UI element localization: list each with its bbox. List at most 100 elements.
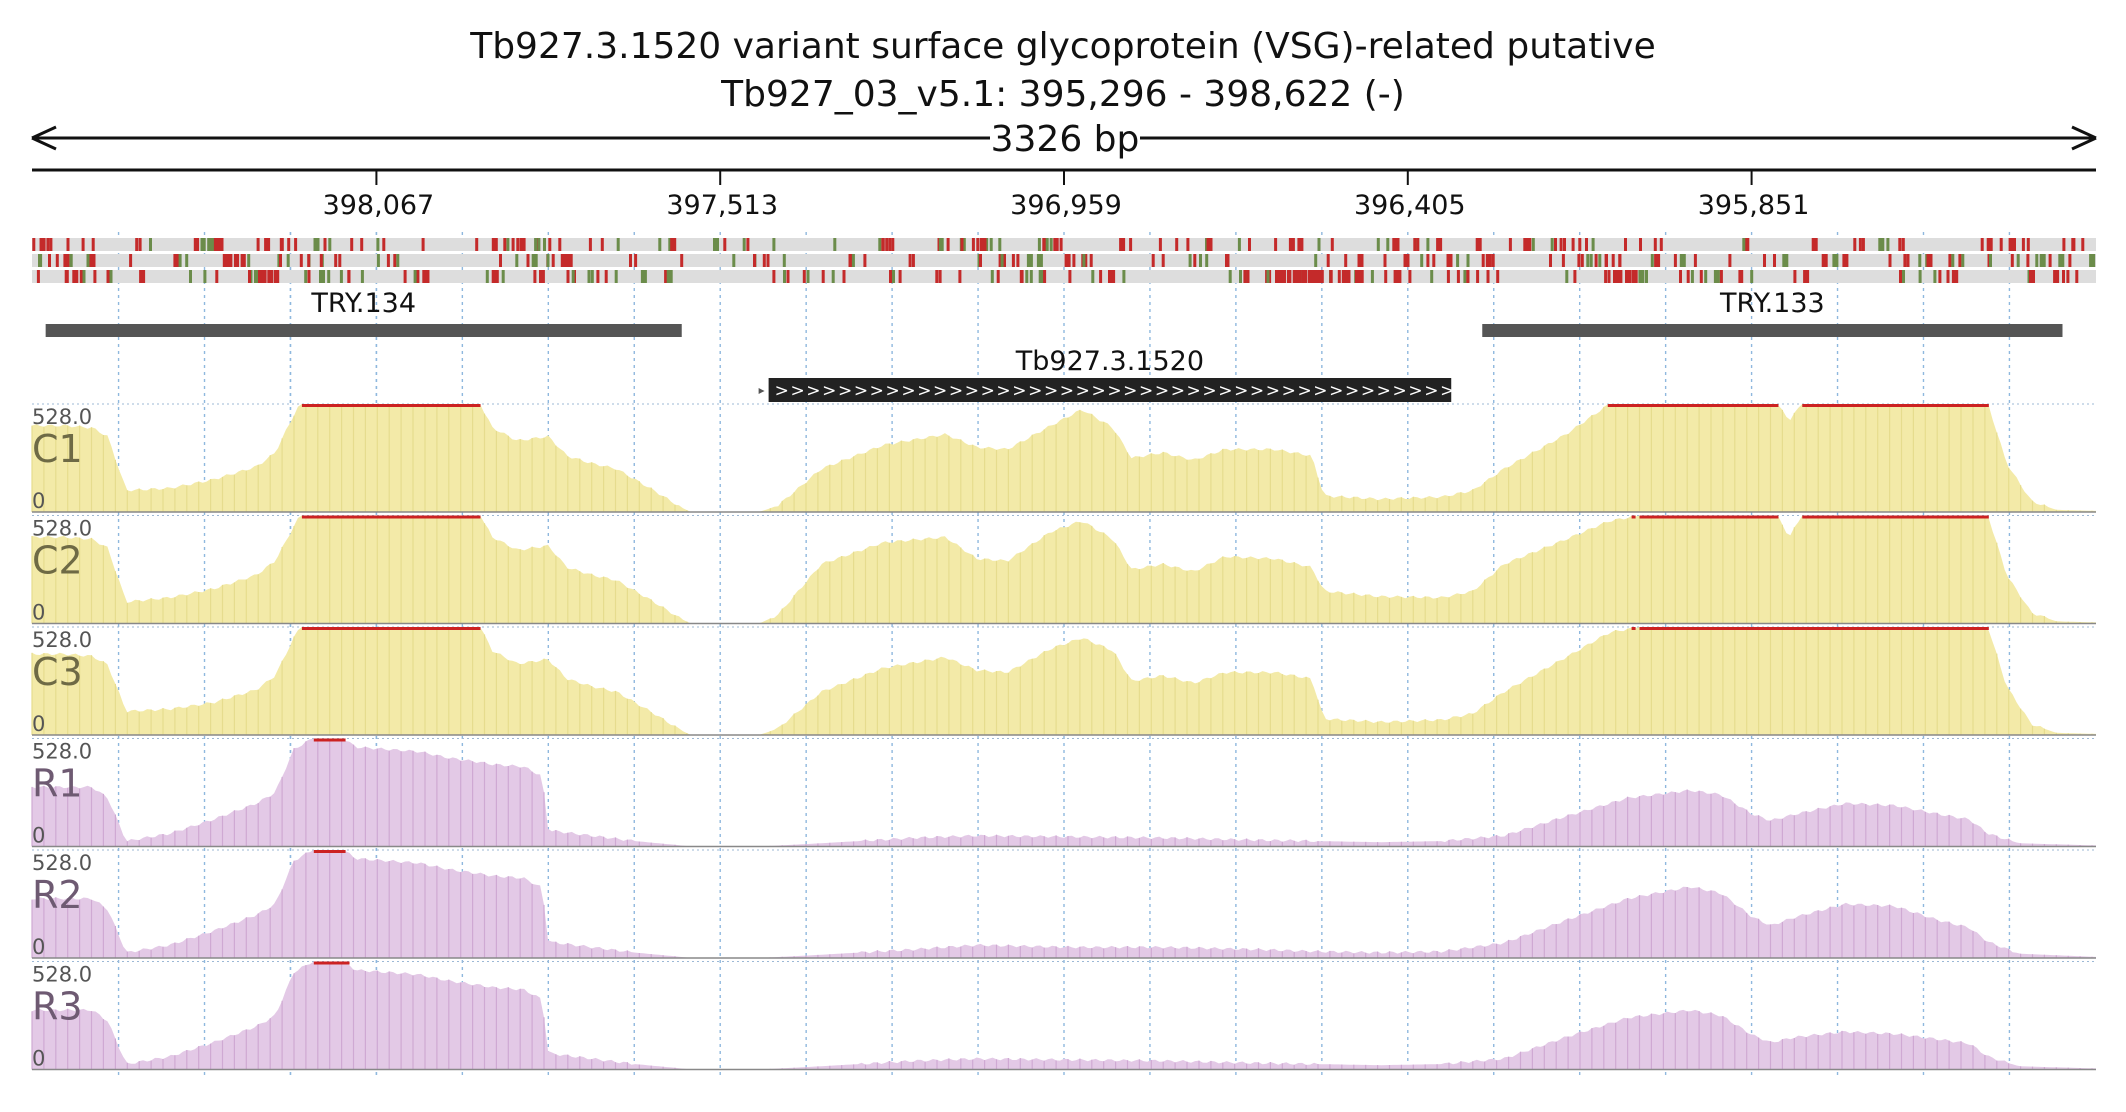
variant-mark [1426,238,1430,251]
variant-mark [2053,270,2060,283]
variant-mark [1278,270,1282,283]
track-c3: 528.0 0 C3 [31,626,2096,736]
variant-mark [1611,254,1615,267]
span-arrow-left-icon [31,125,57,151]
track-min-label: 0 [32,489,45,513]
variant-mark [1742,238,1746,251]
variant-mark [1344,270,1348,283]
variant-mark [746,238,750,251]
variant-mark [313,238,320,251]
variant-mark [571,270,575,283]
variant-mark [782,254,786,267]
variant-mark [1466,270,1470,283]
variant-mark [1508,238,1512,251]
variant-mark [139,270,146,283]
variant-mark [2029,270,2035,283]
track-name: C1 [32,427,83,471]
variant-mark [821,270,825,283]
variant-mark [1287,270,1290,283]
variant-mark [2072,238,2076,251]
variant-mark [1573,270,1577,283]
variant-mark [1384,270,1388,283]
variant-mark [515,254,519,267]
feature-label: TRY.133 [1719,288,1825,319]
variant-row [32,270,2096,283]
variant-mark [1743,238,1750,251]
variant-mark [46,238,50,251]
variant-mark [1728,254,1732,267]
variant-mark [670,238,677,251]
variant-mark [69,254,73,267]
variant-mark [971,238,975,251]
variant-mark [1486,270,1490,283]
variant-mark [1275,270,1278,283]
variant-mark [940,238,944,251]
variant-mark [1308,270,1311,283]
variant-mark [802,270,806,283]
variant-mark [881,238,885,251]
variant-mark [74,270,78,283]
variant-mark [1475,238,1482,251]
variant-mark [891,238,895,251]
variant-mark [240,254,244,267]
variant-mark [1561,254,1565,267]
variant-mark [1413,238,1417,251]
variant-mark [1571,238,1575,251]
variant-mark [564,254,571,267]
variant-mark [2066,270,2070,283]
variant-mark [1016,254,1020,267]
variant-mark [1310,270,1314,283]
variant-mark [1188,254,1192,267]
variant-mark [1861,238,1865,251]
variant-mark [1274,238,1278,251]
variant-mark [193,238,197,251]
variant-mark [1598,254,1602,267]
variant-mark [1446,254,1453,267]
variant-mark [1082,254,1086,267]
feature-bar[interactable] [1482,324,2063,337]
variant-mark [189,270,192,283]
variant-mark [1491,254,1495,267]
variant-mark [1316,270,1320,283]
variant-mark [304,270,308,283]
variant-mark [1393,270,1400,283]
variant-mark [558,238,562,251]
variant-mark [2010,254,2014,267]
variant-mark [1811,238,1818,251]
variant-mark [416,270,420,283]
variant-mark [1773,254,1776,267]
variant-mark [551,254,555,267]
variant-mark [831,270,835,283]
variant-mark [596,270,600,283]
variant-mark [200,238,204,251]
variant-mark [360,270,364,283]
variant-mark [36,270,40,283]
variant-mark [588,238,592,251]
variant-mark [666,270,673,283]
variant-mark [499,254,502,267]
variant-mark [276,270,280,283]
track-max-label: 528.0 [32,963,92,987]
variant-mark [376,238,380,251]
variant-mark [1580,254,1584,267]
variant-mark [1903,254,1907,267]
variant-mark [1129,238,1133,251]
variant-row [32,238,2096,251]
variant-mark [1403,254,1410,267]
variant-mark [539,270,542,283]
variant-mark [1986,238,1993,251]
variant-mark [604,270,608,283]
variant-mark [1432,254,1436,267]
variant-mark [2081,238,2085,251]
variant-mark [1036,254,1043,267]
variant-mark [236,254,240,267]
variant-mark [218,238,222,251]
feature-bar[interactable] [45,324,682,337]
variant-mark [1565,270,1569,283]
variant-mark [327,270,331,283]
variant-mark [242,254,246,267]
gene-model[interactable] [768,378,1452,402]
variant-mark [338,254,342,267]
variant-mark [55,254,59,267]
